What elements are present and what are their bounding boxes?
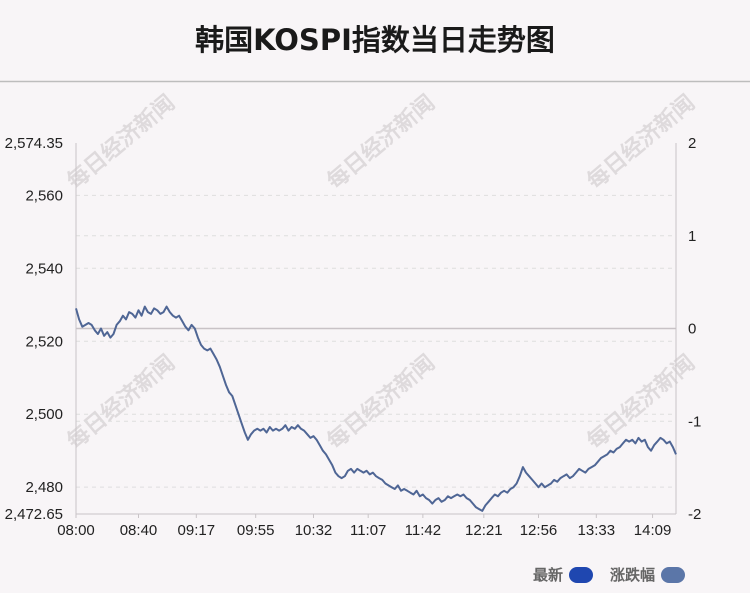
series-group [75,305,677,512]
y-right-tick-label: 0 [688,321,696,338]
legend: 最新 涨跌幅 [533,566,685,584]
x-tick-label: 09:55 [237,522,275,539]
y-left-tick-label: 2,500 [25,406,63,423]
x-tick-label: 12:56 [520,522,558,539]
y-left-tick-label: 2,540 [25,260,63,277]
legend-swatch-change [661,567,685,583]
legend-label-change: 涨跌幅 [610,566,655,584]
x-tick-label: 11:07 [350,522,386,539]
watermark-text: 每日经济新闻 [62,350,180,455]
x-tick-label: 10:32 [295,522,333,539]
y-right-tick-label: -1 [688,413,701,430]
legend-swatch-latest [569,567,593,583]
axes [75,143,677,515]
y-right-tick-labels: 2 1 0 -1 -2 [688,135,701,523]
x-tick-label: 08:40 [120,522,158,539]
x-tick-label: 11:42 [405,522,441,539]
x-tick-label: 09:17 [178,522,216,539]
x-tick-label: 12:21 [465,522,503,539]
y-left-tick-labels: 2,574.35 2,560 2,540 2,520 2,500 2,480 2,472.6… [5,135,63,523]
watermark-text: 每日经济新闻 [62,90,180,195]
legend-label-latest: 最新 [533,566,563,584]
y-left-tick-label: 2,520 [25,333,63,350]
y-left-tick-label: 2,574.35 [5,135,63,152]
y-left-tick-label: 2,472.65 [5,506,63,523]
watermark-text: 每日经济新闻 [322,350,440,455]
y-right-tick-label: -2 [688,506,701,523]
watermark-text: 每日经济新闻 [322,90,440,195]
watermark-text: 每日经济新闻 [582,350,700,455]
x-tick-label: 14:09 [634,522,672,539]
series-line-latest [75,305,677,512]
grid [76,194,676,488]
y-right-tick-label: 2 [688,135,696,152]
y-left-tick-label: 2,480 [25,479,63,496]
watermark-text: 每日经济新闻 [582,90,700,195]
x-tick-labels: 08:00 08:40 09:17 09:55 10:32 11:07 11:42 12:21… [57,514,671,539]
y-right-tick-label: 1 [688,228,696,245]
x-tick-label: 08:00 [57,522,95,539]
x-tick-label: 13:33 [578,522,616,539]
chart-title: 韩国KOSPI指数当日走势图 [195,23,555,57]
y-left-tick-label: 2,560 [25,187,63,204]
